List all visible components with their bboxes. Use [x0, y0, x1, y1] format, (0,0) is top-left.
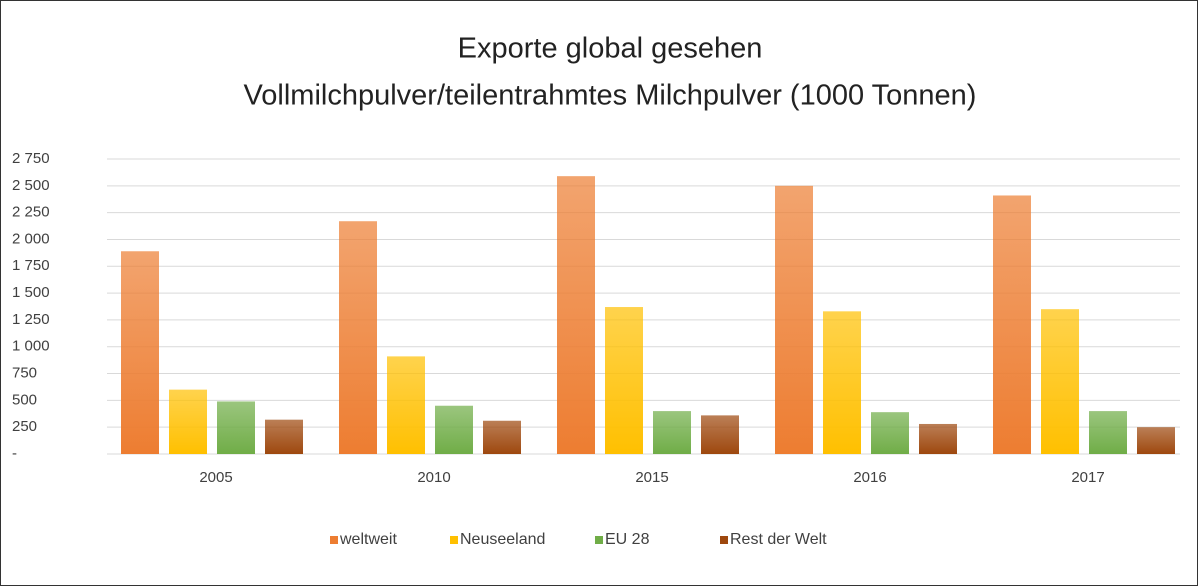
y-tick-label: 2 750 — [12, 150, 50, 167]
legend-swatch — [720, 536, 728, 544]
x-tick-label: 2005 — [199, 469, 232, 486]
bar — [1137, 427, 1175, 454]
legend-label: EU 28 — [605, 531, 650, 548]
chart-title: Exporte global gesehen — [458, 33, 763, 65]
bar — [993, 195, 1031, 455]
y-tick-label: 2 500 — [12, 177, 50, 194]
y-tick-label: 2 000 — [12, 230, 50, 247]
bar — [1041, 309, 1079, 454]
y-tick-label: 1 750 — [12, 257, 50, 274]
bar — [871, 412, 909, 454]
bar — [169, 389, 207, 454]
x-tick-label: 2015 — [635, 469, 668, 486]
legend-label: weltweit — [339, 531, 397, 548]
x-tick-label: 2016 — [853, 469, 886, 486]
bar — [653, 411, 691, 454]
bar — [605, 307, 643, 454]
y-tick-label: 1 000 — [12, 338, 50, 355]
y-tick-label: 750 — [12, 365, 37, 382]
bar — [701, 415, 739, 454]
bar — [217, 401, 255, 454]
bar — [557, 176, 595, 454]
bar — [435, 405, 473, 454]
legend-swatch — [595, 536, 603, 544]
bar — [919, 423, 957, 454]
y-tick-label: 2 250 — [12, 204, 50, 221]
chart-subtitle: Vollmilchpulver/teilentrahmtes Milchpulv… — [244, 80, 977, 112]
legend-label: Neuseeland — [460, 531, 545, 548]
bar — [387, 356, 425, 454]
bar — [1089, 411, 1127, 454]
y-tick-label: 250 — [12, 418, 37, 435]
legend-label: Rest der Welt — [730, 531, 827, 548]
legend-swatch — [450, 536, 458, 544]
bar — [339, 221, 377, 454]
bar — [823, 311, 861, 454]
bar — [483, 420, 521, 454]
x-tick-label: 2010 — [417, 469, 450, 486]
x-tick-label: 2017 — [1071, 469, 1104, 486]
y-tick-label: - — [12, 445, 17, 462]
bar — [775, 185, 813, 454]
y-tick-label: 1 250 — [12, 311, 50, 328]
y-tick-label: 1 500 — [12, 284, 50, 301]
bar — [265, 419, 303, 454]
y-tick-label: 500 — [12, 391, 37, 408]
bar — [121, 251, 159, 454]
legend-swatch — [330, 536, 338, 544]
